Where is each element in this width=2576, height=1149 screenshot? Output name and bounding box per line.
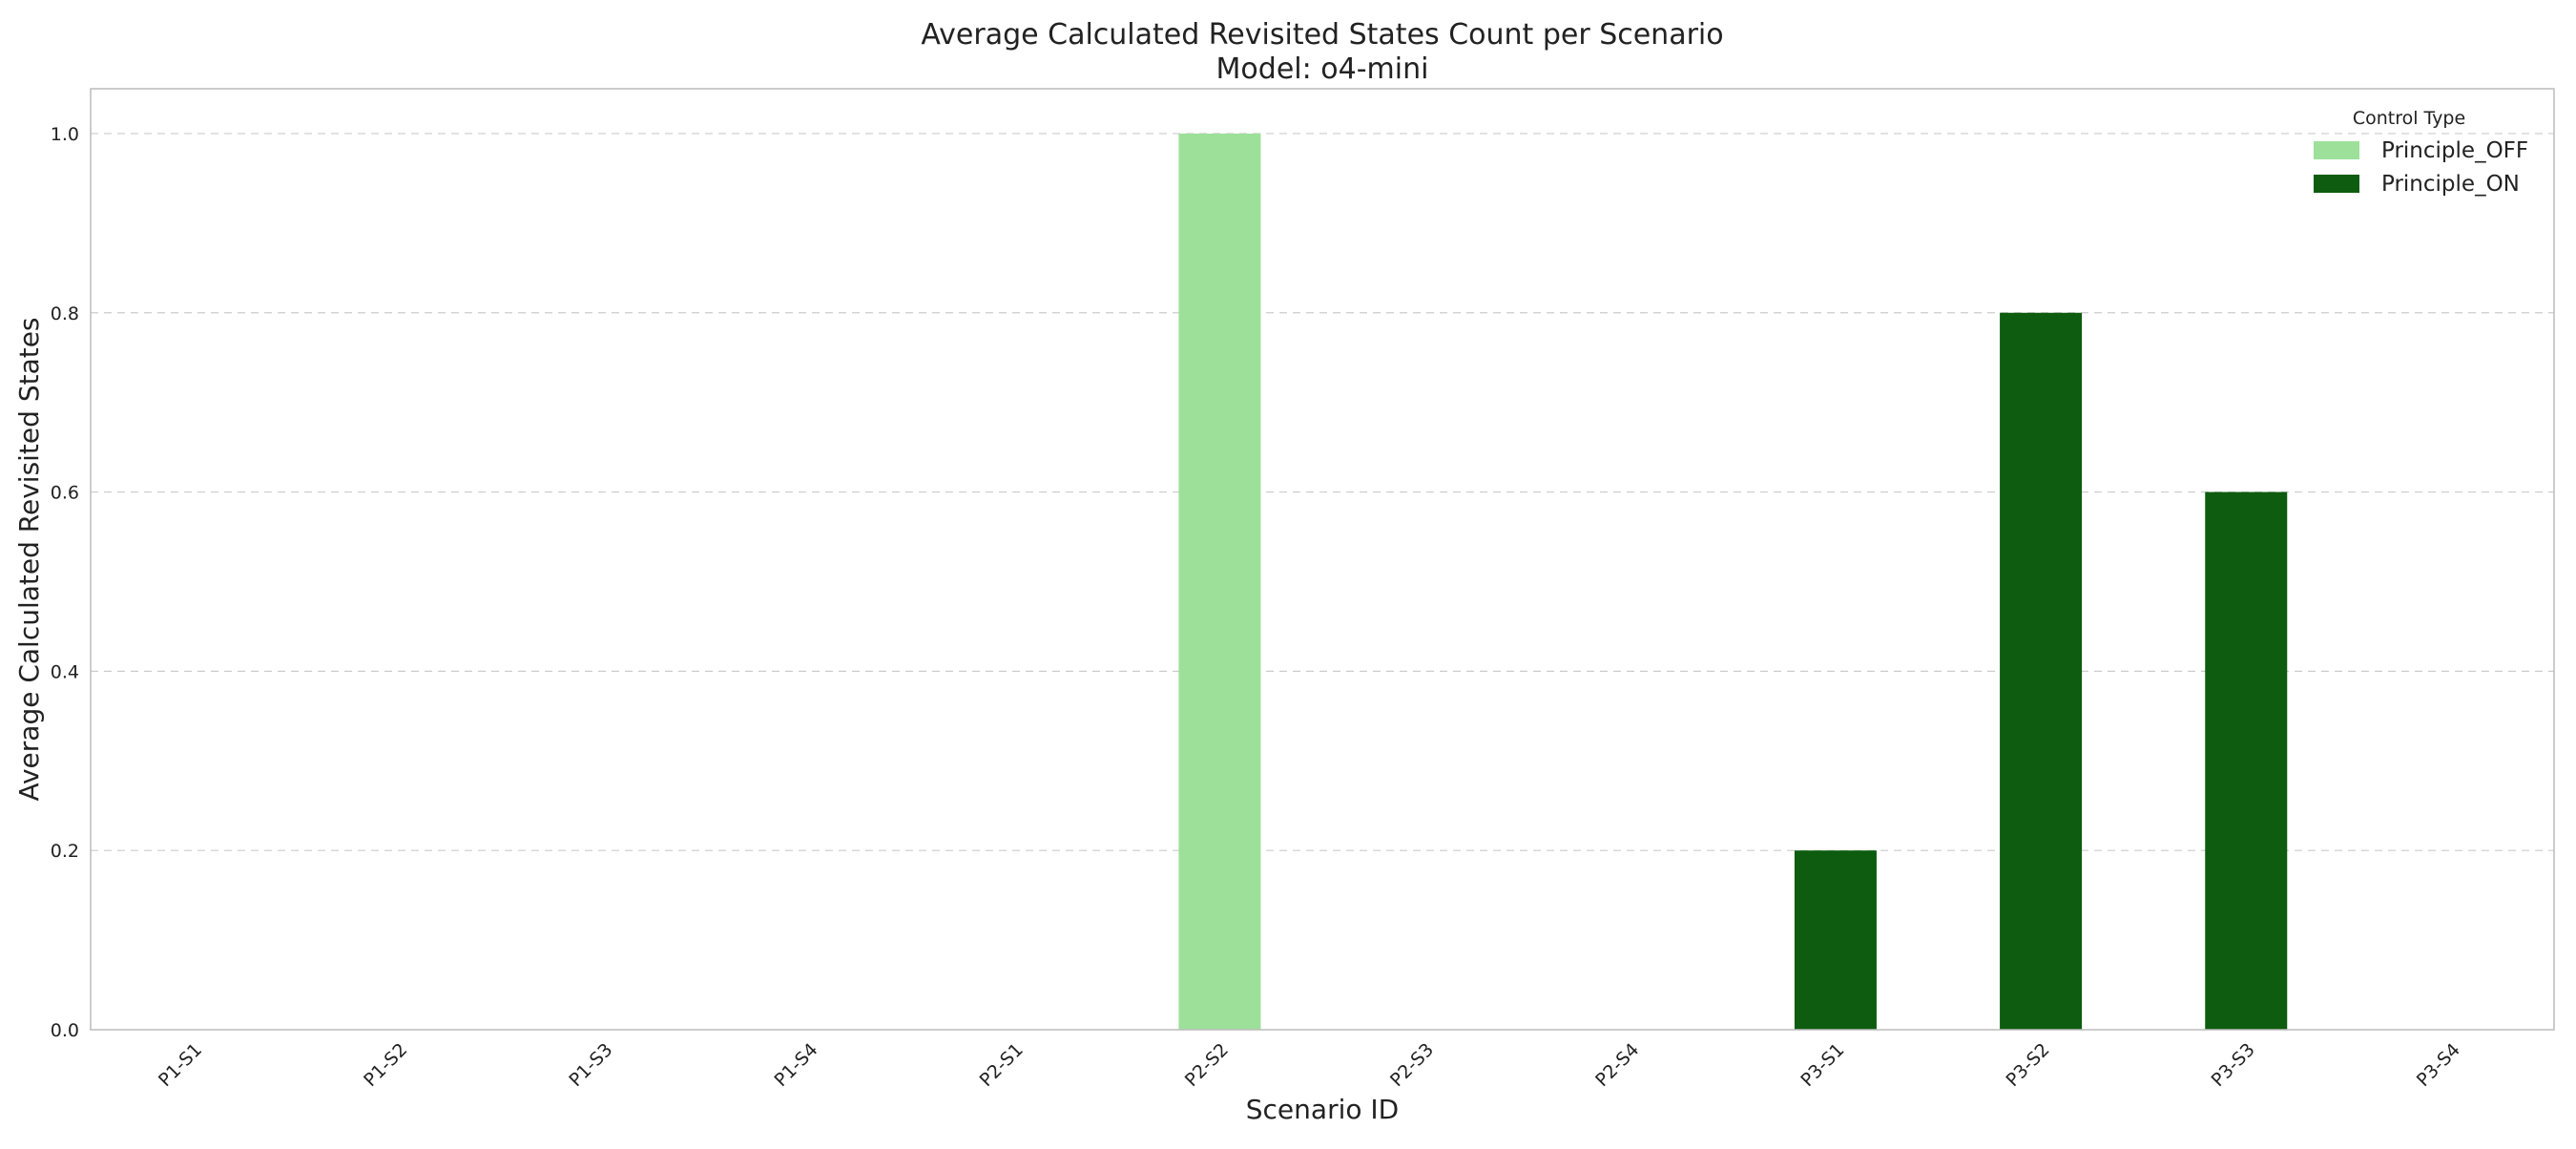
x-tick-label: P3-S2 — [2002, 1039, 2053, 1091]
plot-frame — [90, 88, 2555, 1031]
bar — [1794, 850, 1877, 1030]
legend-title: Control Type — [2353, 108, 2465, 129]
x-tick-label: P1-S1 — [155, 1039, 206, 1091]
x-tick-label: P2-S2 — [1181, 1039, 1233, 1091]
legend-swatch — [2314, 141, 2359, 159]
y-tick-label: 0.4 — [51, 661, 79, 682]
chart-title: Average Calculated Revisited States Coun… — [921, 18, 1723, 52]
legend-label: Principle_OFF — [2381, 138, 2528, 163]
legend-swatch — [2314, 175, 2359, 193]
y-tick-label: 1.0 — [51, 124, 79, 145]
bar-layer — [1178, 133, 2288, 1030]
bar — [2000, 312, 2083, 1030]
chart-subtitle: Model: o4-mini — [1216, 52, 1429, 86]
x-tick-label: P2-S1 — [976, 1039, 1028, 1091]
y-tick-label: 0.6 — [51, 483, 79, 504]
x-tick-label: P3-S1 — [1797, 1039, 1848, 1091]
x-tick-labels: P1-S1 P1-S2 P1-S3 P1-S4 P2-S1 P2-S2 P2-S3 P2-S4… — [155, 1039, 2464, 1091]
bar — [2205, 491, 2288, 1030]
x-tick-label: P3-S4 — [2413, 1039, 2464, 1091]
x-tick-label: P1-S4 — [770, 1039, 821, 1091]
x-tick-label: P1-S3 — [565, 1039, 616, 1091]
y-tick-label: 0.0 — [51, 1020, 79, 1041]
y-tick-label: 0.8 — [51, 303, 79, 324]
x-tick-label: P2-S3 — [1386, 1039, 1438, 1091]
grid-layer — [91, 133, 2554, 851]
y-tick-labels: 0.0 0.2 0.4 0.6 0.8 1.0 — [51, 124, 79, 1041]
x-tick-label: P2-S4 — [1591, 1039, 1643, 1091]
legend-items: Principle_OFF Principle_ON — [2314, 138, 2528, 197]
x-tick-label: P1-S2 — [360, 1039, 411, 1091]
legend: Control Type Principle_OFF Principle_ON — [2314, 108, 2528, 197]
legend-label: Principle_ON — [2381, 172, 2520, 197]
bar — [1178, 133, 1261, 1030]
y-axis-title: Average Calculated Revisited States — [13, 317, 45, 801]
y-tick-label: 0.2 — [51, 841, 79, 862]
x-axis-title: Scenario ID — [1246, 1094, 1399, 1125]
x-tick-label: P3-S3 — [2208, 1039, 2259, 1091]
